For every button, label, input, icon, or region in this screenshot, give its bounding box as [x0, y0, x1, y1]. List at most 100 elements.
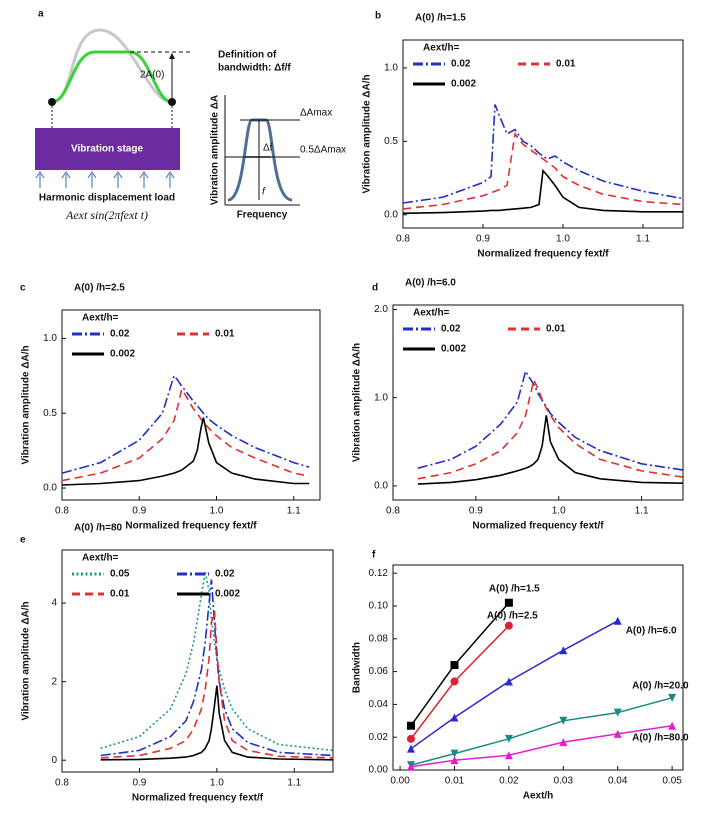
chart-title: A(0) /h=2.5: [74, 283, 125, 294]
x-tick-label: 0.05: [662, 776, 682, 787]
x-label: Frequency: [237, 210, 288, 221]
x-tick-label: 0.8: [55, 506, 69, 517]
width-label: Δf: [263, 143, 273, 154]
half-label: 0.5ΔAmax: [300, 145, 346, 156]
y-tick-label: 0.12: [369, 568, 389, 579]
series-line: [410, 625, 510, 740]
legend-label: 0.002: [215, 589, 240, 600]
x-tick-label: 1.0: [556, 234, 570, 245]
y-tick-label: 0.02: [369, 732, 389, 743]
series-line: [417, 415, 684, 485]
y-tick-label: 2.0: [374, 304, 388, 315]
x-tick-label: 1.1: [635, 506, 649, 517]
marker: [450, 661, 459, 670]
y-tick-label: 1.0: [384, 63, 398, 74]
y-tick-label: 0.06: [369, 666, 389, 677]
y-tick-label: 4: [51, 598, 57, 609]
x-tick-label: 0.8: [396, 234, 410, 245]
x-axis-label: Aext/h: [523, 791, 554, 802]
marker: [613, 616, 622, 625]
y-tick-label: 2: [51, 676, 57, 687]
formula: Aext sin(2πfext t): [65, 208, 148, 222]
series-line: [61, 374, 310, 474]
y-tick-label: 0.5: [43, 408, 57, 419]
legend-label: 0.002: [441, 344, 466, 355]
legend-label: 0.01: [556, 59, 576, 70]
y-axis-label: Bandwidth: [352, 642, 363, 693]
marker: [406, 762, 415, 771]
definition: bandwidth: Δf/f: [218, 63, 291, 74]
arrows: [35, 171, 175, 188]
center-label: f: [262, 187, 266, 198]
x-tick-label: 0.9: [132, 506, 146, 517]
peak-curve: [227, 118, 293, 202]
rest-shape: [51, 28, 173, 104]
series-line: [61, 387, 310, 482]
x-tick-label: 0.9: [132, 778, 146, 789]
series-line: [402, 168, 683, 215]
y-tick-label: 0.5: [384, 136, 398, 147]
marker: [504, 677, 513, 686]
legend-label: 0.01: [546, 324, 566, 335]
y-tick-label: 0.10: [369, 601, 389, 612]
marker: [504, 751, 513, 760]
series-line: [100, 685, 334, 761]
panel-label: e: [20, 535, 26, 546]
chart-title: A(0) /h=80: [74, 523, 123, 534]
marker: [450, 713, 459, 722]
panel-label: f: [372, 550, 376, 561]
anchor: [168, 98, 176, 106]
panel-label: c: [20, 283, 26, 294]
marker: [559, 738, 568, 747]
x-tick-label: 0.9: [469, 506, 483, 517]
x-tick-label: 0.04: [608, 776, 628, 787]
x-tick-label: 1.0: [210, 506, 224, 517]
panel-label: b: [375, 11, 381, 22]
y-tick-label: 0.0: [43, 483, 57, 494]
series-line: [417, 377, 684, 480]
marker: [613, 708, 622, 717]
series-line: [402, 104, 684, 204]
marker: [450, 677, 459, 686]
x-tick-label: 1.1: [287, 778, 301, 789]
legend-title: Aext/h=: [423, 43, 460, 54]
x-tick-label: 0.03: [554, 776, 574, 787]
x-tick-label: 0.02: [499, 776, 519, 787]
x-axis-label: Normalized frequency fext/f: [477, 249, 609, 260]
plot-frame: [392, 564, 684, 771]
marker: [406, 734, 415, 743]
plot-frame: [402, 39, 684, 229]
marker: [504, 734, 513, 743]
series-line: [100, 610, 334, 759]
y-axis-label: Vibration amplitude ΔA/h: [21, 601, 32, 720]
load-label: Harmonic displacement load: [39, 193, 175, 204]
marker: [450, 749, 459, 758]
legend-label: 0.02: [215, 569, 235, 580]
series-line: [417, 369, 684, 471]
x-axis-label: Normalized frequency fext/f: [132, 793, 264, 804]
marker: [504, 621, 513, 630]
legend-label: 0.01: [110, 589, 130, 600]
x-tick-label: 0.8: [386, 506, 400, 517]
legend-label: 0.002: [110, 349, 135, 360]
x-tick-label: 0.8: [55, 778, 69, 789]
x-tick-label: 1.1: [287, 506, 301, 517]
legend-title: Aext/h=: [82, 313, 119, 324]
marker: [559, 646, 568, 655]
definition: Definition of: [218, 50, 277, 61]
legend-label: 0.05: [110, 569, 130, 580]
series-line: [402, 132, 684, 210]
x-tick-label: 1.0: [552, 506, 566, 517]
panel-a: a 2A(0) Vibration stage Harmonic displac…: [35, 9, 346, 222]
y-tick-label: 0: [51, 755, 57, 766]
y-axis-label: Vibration amplitude ΔA/h: [21, 345, 32, 464]
legend-title: Aext/h=: [413, 308, 450, 319]
vibration-stage: [35, 128, 180, 170]
chart-title: A(0) /h=6.0: [405, 278, 456, 289]
y-tick-label: 0.08: [369, 633, 389, 644]
y-tick-label: 0.0: [374, 481, 388, 492]
marker: [450, 756, 459, 765]
anchor: [48, 98, 56, 106]
plot-frame: [61, 309, 321, 501]
